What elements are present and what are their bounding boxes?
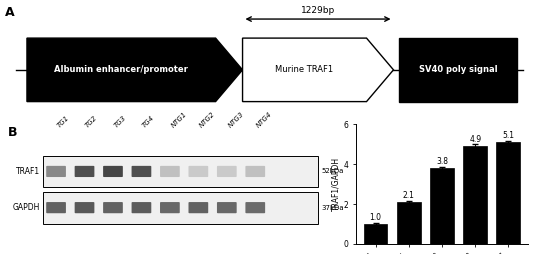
FancyBboxPatch shape <box>74 166 94 177</box>
Text: 2.1: 2.1 <box>403 191 414 200</box>
Bar <box>430 168 454 244</box>
FancyBboxPatch shape <box>189 202 208 213</box>
FancyBboxPatch shape <box>160 202 180 213</box>
Polygon shape <box>243 38 393 102</box>
Text: TG4: TG4 <box>141 114 156 128</box>
FancyBboxPatch shape <box>245 166 265 177</box>
Bar <box>399 38 517 102</box>
Text: TG2: TG2 <box>85 114 99 128</box>
Bar <box>43 192 318 224</box>
Text: TG3: TG3 <box>113 114 127 128</box>
FancyBboxPatch shape <box>46 202 66 213</box>
Text: 3.8: 3.8 <box>436 157 448 166</box>
Y-axis label: TRAF1/GAPDH: TRAF1/GAPDH <box>331 157 341 211</box>
Text: 4.9: 4.9 <box>469 135 481 144</box>
Bar <box>364 224 388 244</box>
Text: NTG4: NTG4 <box>255 110 273 128</box>
Text: 1.0: 1.0 <box>370 213 382 221</box>
Text: TRAF1: TRAF1 <box>16 167 40 176</box>
Text: 52kDa: 52kDa <box>321 168 344 174</box>
Text: GAPDH: GAPDH <box>12 203 40 212</box>
Text: NTG2: NTG2 <box>198 110 216 128</box>
Text: TG1: TG1 <box>56 114 70 128</box>
Text: 5.1: 5.1 <box>502 131 514 140</box>
Bar <box>463 146 487 244</box>
FancyBboxPatch shape <box>46 166 66 177</box>
FancyBboxPatch shape <box>103 202 123 213</box>
Text: Murine TRAF1: Murine TRAF1 <box>275 65 334 74</box>
FancyBboxPatch shape <box>217 202 237 213</box>
Text: SV40 poly signal: SV40 poly signal <box>419 65 497 74</box>
Text: 1229bp: 1229bp <box>301 6 335 15</box>
Text: Albumin enhancer/promoter: Albumin enhancer/promoter <box>54 65 188 74</box>
FancyBboxPatch shape <box>74 202 94 213</box>
FancyBboxPatch shape <box>132 202 151 213</box>
Text: 37kDa: 37kDa <box>321 205 344 211</box>
FancyBboxPatch shape <box>160 166 180 177</box>
Text: B: B <box>8 126 17 139</box>
Text: A: A <box>5 6 15 19</box>
Text: NTG3: NTG3 <box>227 110 245 128</box>
Bar <box>397 202 421 244</box>
Polygon shape <box>27 38 243 102</box>
FancyBboxPatch shape <box>189 166 208 177</box>
Text: NTG1: NTG1 <box>170 110 188 128</box>
Bar <box>496 142 520 244</box>
Bar <box>43 156 318 187</box>
FancyBboxPatch shape <box>132 166 151 177</box>
FancyBboxPatch shape <box>103 166 123 177</box>
FancyBboxPatch shape <box>245 202 265 213</box>
FancyBboxPatch shape <box>217 166 237 177</box>
